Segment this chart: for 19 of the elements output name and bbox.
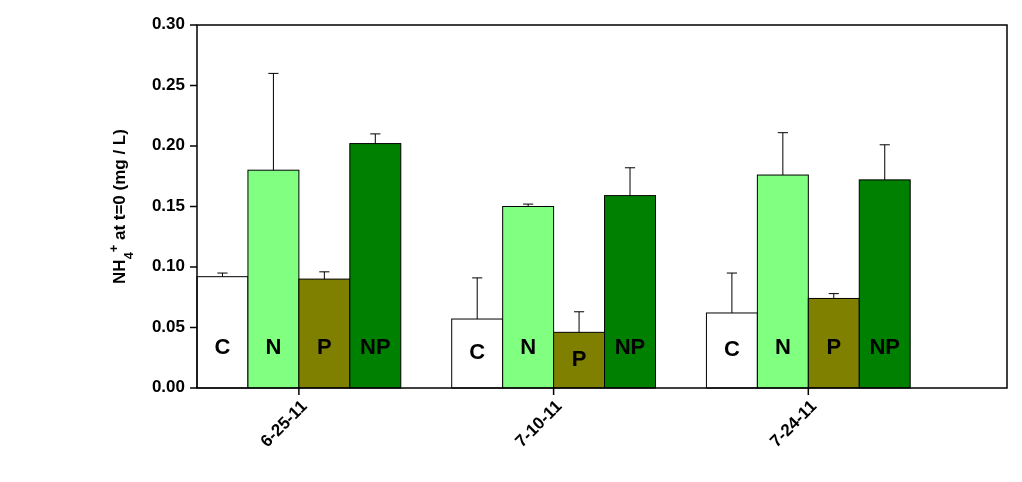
y-tick-label: 0.00: [151, 377, 185, 397]
y-tick-label: 0.05: [151, 316, 185, 336]
y-tick-label: 0.25: [151, 74, 185, 94]
text: P: [317, 333, 332, 359]
series-label: P: [571, 345, 587, 371]
y-tick-label: 0.15: [151, 195, 185, 215]
text: P: [826, 333, 842, 359]
text: N: [265, 333, 282, 359]
text: NP: [869, 333, 901, 359]
series-label: N: [520, 333, 537, 359]
text: C: [723, 336, 740, 362]
text: NP: [614, 333, 646, 359]
series-label: C: [469, 339, 486, 365]
y-tick-label: 0.30: [151, 14, 185, 34]
text: N: [774, 333, 791, 359]
text: C: [214, 333, 231, 359]
series-label: NP: [360, 333, 391, 359]
y-tick-label: 0.20: [151, 135, 185, 155]
y-tick-label: 0.10: [151, 256, 185, 276]
